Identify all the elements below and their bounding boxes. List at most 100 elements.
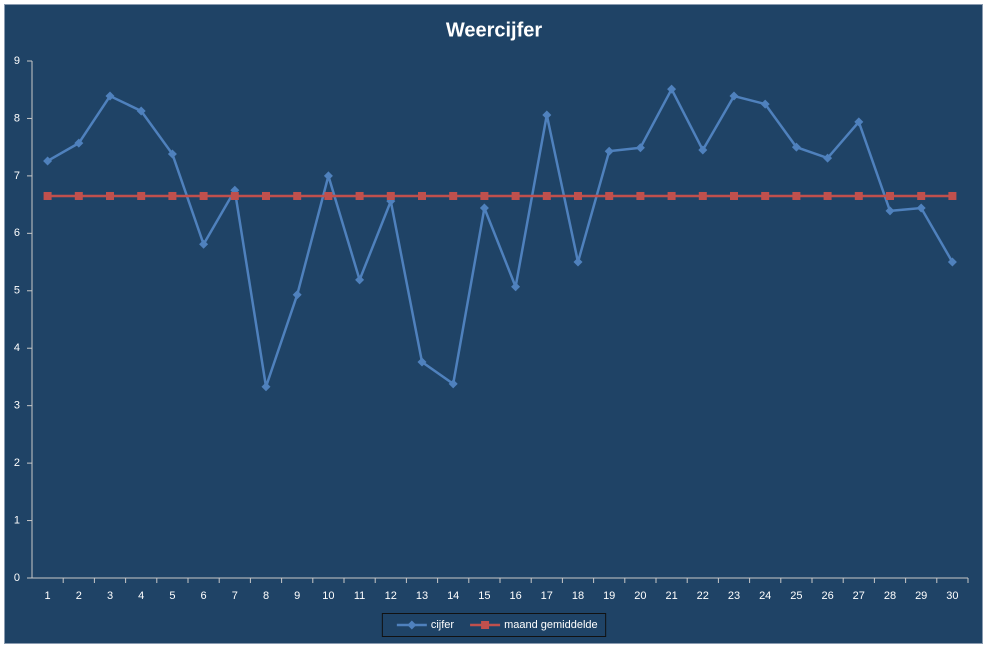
marker xyxy=(729,91,739,101)
marker xyxy=(854,191,863,200)
marker xyxy=(168,191,177,200)
marker xyxy=(730,191,738,200)
y-tick-label: 5 xyxy=(14,285,20,297)
legend-label: maand gemiddelde xyxy=(504,619,598,631)
marker xyxy=(417,357,427,367)
marker xyxy=(418,191,426,200)
marker xyxy=(511,191,520,200)
y-tick-label: 8 xyxy=(14,112,20,124)
marker xyxy=(573,257,583,267)
y-tick-label: 7 xyxy=(14,170,20,182)
marker xyxy=(948,191,957,200)
marker xyxy=(761,191,770,200)
x-tick-label: 19 xyxy=(603,590,615,602)
x-tick-label: 5 xyxy=(169,590,175,602)
x-tick-label: 3 xyxy=(107,590,113,602)
marker xyxy=(293,191,302,200)
x-tick-label: 18 xyxy=(572,590,584,602)
marker xyxy=(792,191,801,200)
marker xyxy=(667,191,676,200)
marker xyxy=(386,191,395,200)
x-tick-label: 29 xyxy=(915,590,927,602)
x-tick-label: 7 xyxy=(232,590,238,602)
marker xyxy=(916,203,926,213)
x-tick-label: 13 xyxy=(416,590,428,602)
marker xyxy=(262,191,270,200)
x-tick-label: 20 xyxy=(634,590,646,602)
marker xyxy=(480,191,489,200)
marker xyxy=(604,146,614,156)
marker xyxy=(791,142,801,152)
x-tick-label: 22 xyxy=(697,590,709,602)
marker xyxy=(823,153,833,163)
marker xyxy=(635,143,645,153)
x-tick-label: 10 xyxy=(322,590,334,602)
marker xyxy=(449,191,458,200)
marker xyxy=(199,239,209,249)
marker xyxy=(137,191,146,200)
marker xyxy=(74,191,83,200)
x-tick-label: 12 xyxy=(385,590,397,602)
y-tick-label: 3 xyxy=(14,400,20,412)
marker xyxy=(355,191,364,200)
x-tick-label: 2 xyxy=(76,590,82,602)
y-tick-label: 4 xyxy=(14,342,20,354)
x-tick-label: 8 xyxy=(263,590,269,602)
marker xyxy=(574,191,582,200)
marker xyxy=(698,145,708,155)
x-tick-label: 14 xyxy=(447,590,459,602)
marker xyxy=(917,191,926,200)
x-tick-label: 30 xyxy=(946,590,958,602)
y-tick-label: 6 xyxy=(14,227,20,239)
marker xyxy=(947,257,957,267)
marker xyxy=(106,191,114,200)
chart-background xyxy=(4,4,983,644)
marker xyxy=(481,621,490,629)
x-tick-label: 24 xyxy=(759,590,771,602)
marker xyxy=(292,290,302,300)
x-tick-label: 23 xyxy=(728,590,740,602)
x-tick-label: 28 xyxy=(884,590,896,602)
marker xyxy=(199,191,208,200)
x-tick-label: 27 xyxy=(853,590,865,602)
y-tick-label: 1 xyxy=(14,514,20,526)
marker xyxy=(167,149,177,159)
marker xyxy=(43,191,52,200)
marker xyxy=(261,382,271,392)
marker xyxy=(854,117,864,127)
marker xyxy=(448,379,458,389)
marker xyxy=(698,191,707,200)
y-tick-label: 0 xyxy=(14,572,20,584)
x-tick-label: 6 xyxy=(201,590,207,602)
y-tick-label: 9 xyxy=(14,55,20,67)
marker xyxy=(74,138,84,148)
marker xyxy=(605,191,614,200)
marker xyxy=(760,99,770,109)
legend-label: cijfer xyxy=(431,619,455,631)
marker xyxy=(511,282,521,292)
x-tick-label: 9 xyxy=(294,590,300,602)
marker xyxy=(636,191,645,200)
legend: cijfer maand gemiddelde xyxy=(381,613,607,637)
marker xyxy=(323,171,333,181)
marker xyxy=(230,191,239,200)
x-tick-label: 4 xyxy=(138,590,144,602)
marker xyxy=(43,156,53,166)
marker xyxy=(667,84,677,94)
marker xyxy=(886,191,894,200)
x-tick-label: 16 xyxy=(509,590,521,602)
marker xyxy=(479,203,489,213)
legend-box xyxy=(381,613,607,637)
x-tick-label: 17 xyxy=(541,590,553,602)
y-tick-label: 2 xyxy=(14,457,20,469)
x-tick-label: 11 xyxy=(354,590,365,602)
x-tick-label: 26 xyxy=(821,590,833,602)
marker xyxy=(823,191,832,200)
x-tick-label: 1 xyxy=(45,590,51,602)
series-line xyxy=(46,86,954,388)
marker xyxy=(136,106,146,116)
marker xyxy=(542,191,551,200)
marker xyxy=(355,275,365,285)
x-tick-label: 21 xyxy=(665,590,677,602)
